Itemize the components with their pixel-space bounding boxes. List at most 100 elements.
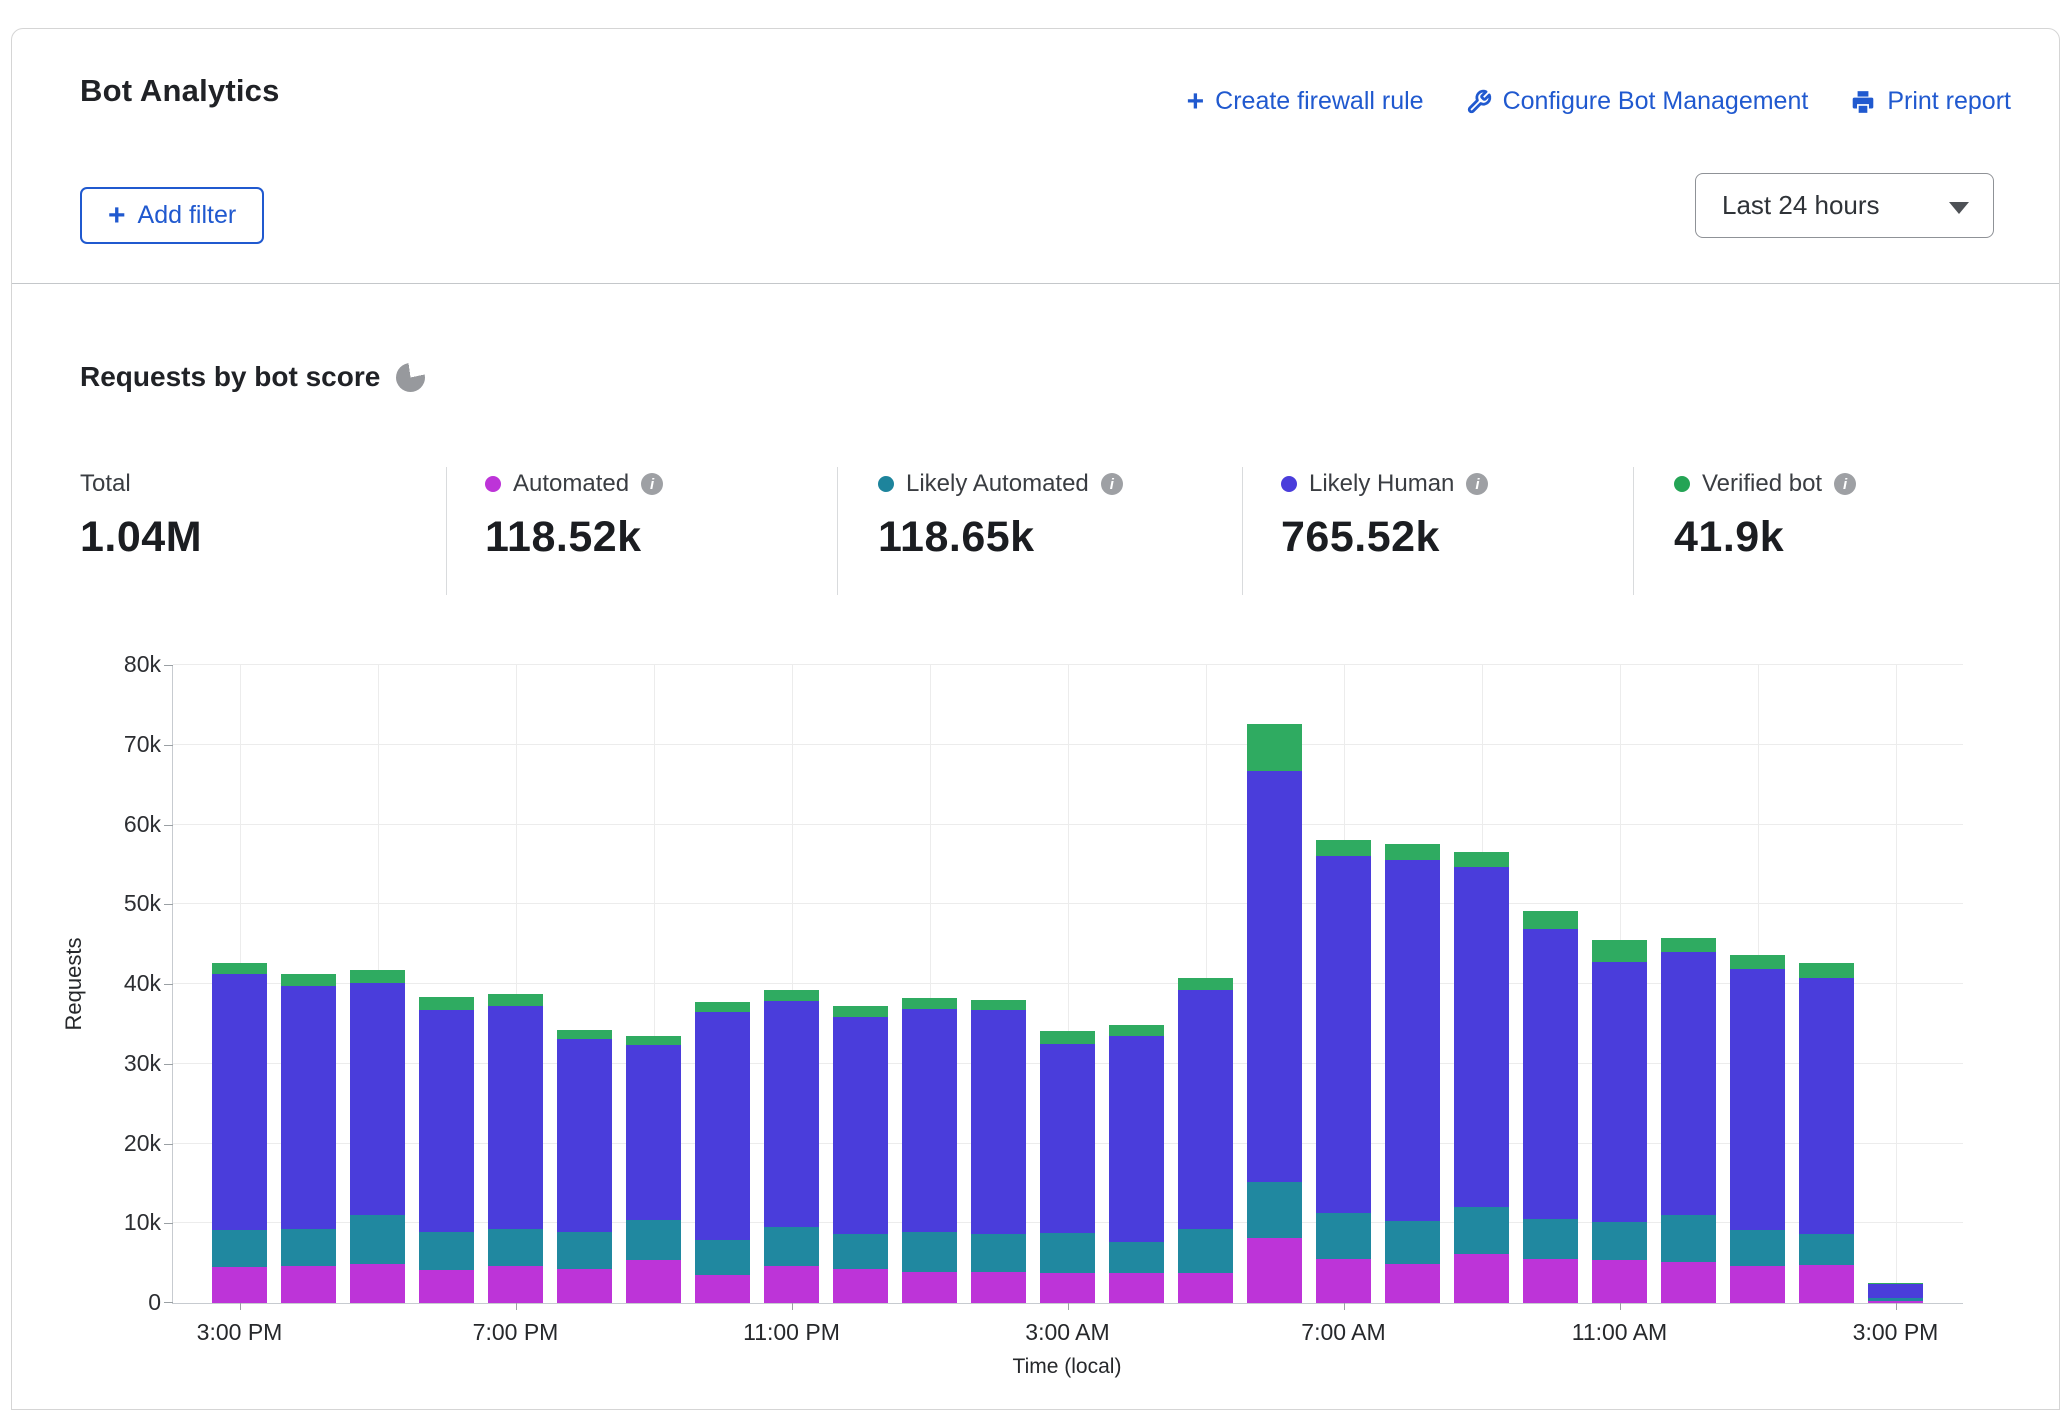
bar-700am[interactable] (1316, 839, 1371, 1303)
x-axis-tick (1343, 1303, 1345, 1310)
bar-1100pm[interactable] (764, 990, 819, 1303)
y-axis-tick (164, 1302, 173, 1303)
segment-automated (1661, 1262, 1716, 1303)
segment-likely-human (419, 1009, 474, 1233)
segment-likely-automated (1661, 1215, 1716, 1263)
bar-300pm[interactable] (1868, 1283, 1923, 1303)
create-firewall-rule-link[interactable]: + Create firewall rule (1186, 84, 1424, 118)
bar-1200am[interactable] (833, 1006, 888, 1303)
segment-verified-bot (419, 996, 474, 1010)
bar-1000pm[interactable] (695, 1002, 750, 1303)
bar-1000am[interactable] (1523, 911, 1578, 1303)
segment-automated (695, 1275, 750, 1303)
gridline (1895, 665, 1897, 1303)
stat-automated: Automated i 118.52k (485, 469, 664, 562)
segment-likely-human (764, 1000, 819, 1228)
bar-500pm[interactable] (350, 969, 405, 1303)
stat-likely-automated-value: 118.65k (878, 513, 1035, 561)
x-axis-tick (1619, 1303, 1621, 1310)
segment-verified-bot (1040, 1031, 1095, 1044)
segment-verified-bot (488, 994, 543, 1006)
wrench-icon (1466, 89, 1492, 115)
gridline (653, 665, 655, 1303)
bar-1100am[interactable] (1592, 940, 1647, 1303)
bot-analytics-card: Bot Analytics + Create firewall rule Con… (11, 28, 2060, 1410)
segment-verified-bot (764, 990, 819, 1001)
segment-likely-human (1592, 962, 1647, 1222)
segment-automated (1385, 1263, 1440, 1303)
time-range-value: Last 24 hours (1722, 190, 1880, 220)
x-axis-label: 3:00 PM (1852, 1319, 1939, 1345)
bar-500am[interactable] (1178, 978, 1233, 1303)
bar-300pm[interactable] (212, 963, 267, 1303)
bar-100pm[interactable] (1730, 954, 1785, 1303)
info-icon[interactable]: i (1100, 473, 1123, 495)
bar-800pm[interactable] (557, 1029, 612, 1303)
bar-300am[interactable] (1040, 1031, 1095, 1303)
print-report-link[interactable]: Print report (1850, 87, 2011, 116)
segment-automated (1247, 1237, 1302, 1303)
stat-divider (1633, 467, 1634, 595)
x-axis-tick (791, 1303, 793, 1310)
bar-400am[interactable] (1109, 1024, 1164, 1303)
plot-area: 0 10k 20k 30k 40k 50k 60k 70k 80k 3:00 PM 7:00 PM 1… (124, 651, 1963, 1345)
segment-automated (971, 1271, 1026, 1303)
gridline (515, 665, 517, 1303)
plus-icon: + (1186, 84, 1205, 118)
x-axis-label: 7:00 PM (472, 1319, 559, 1345)
info-icon[interactable]: i (1834, 473, 1857, 495)
print-report-label: Print report (1887, 87, 2011, 115)
x-axis-tick (515, 1303, 517, 1310)
x-axis-tick (1067, 1303, 1069, 1310)
bar-700pm[interactable] (488, 994, 543, 1303)
x-axis-tick (1895, 1303, 1897, 1310)
segment-likely-human (833, 1016, 888, 1234)
stat-total: Total 1.04M (80, 469, 202, 562)
x-axis-label: 11:00 AM (1571, 1319, 1668, 1345)
section-title-row: Requests by bot score (80, 361, 426, 393)
add-filter-button[interactable]: + Add filter (80, 187, 265, 244)
y-axis-label: 50k (123, 890, 161, 917)
y-axis-label: 70k (123, 730, 161, 757)
bar-400pm[interactable] (281, 973, 336, 1303)
bar-1200pm[interactable] (1661, 937, 1716, 1303)
info-icon[interactable]: i (641, 473, 664, 495)
x-axis-label: 3:00 AM (1025, 1319, 1110, 1345)
bar-800am[interactable] (1385, 843, 1440, 1303)
segment-verified-bot (557, 1029, 612, 1040)
segment-likely-automated (1316, 1212, 1371, 1260)
header-divider (12, 283, 2059, 284)
segment-automated (1868, 1300, 1923, 1303)
y-axis-tick (164, 984, 173, 985)
segment-likely-human (1661, 952, 1716, 1216)
segment-likely-automated (695, 1240, 750, 1276)
y-axis-tick (164, 744, 173, 746)
segment-likely-human (1385, 860, 1440, 1221)
segment-likely-automated (1868, 1298, 1923, 1301)
segment-verified-bot (1523, 911, 1578, 929)
bar-100am[interactable] (902, 998, 957, 1303)
bar-900pm[interactable] (626, 1035, 681, 1303)
bar-900am[interactable] (1454, 851, 1509, 1303)
info-icon[interactable]: i (1466, 473, 1489, 495)
segment-likely-human (1040, 1043, 1095, 1233)
stat-likely-automated: Likely Automated i 118.65k (878, 469, 1123, 562)
y-axis-label: 10k (123, 1209, 161, 1236)
stat-total-label: Total (80, 470, 131, 497)
y-axis-tick (164, 904, 173, 906)
x-axis-label: 3:00 PM (196, 1319, 283, 1345)
bar-200am[interactable] (971, 999, 1026, 1303)
stat-divider (446, 467, 447, 595)
bar-600am[interactable] (1247, 724, 1302, 1303)
segment-likely-human (488, 1005, 543, 1229)
segment-likely-automated (1040, 1232, 1095, 1273)
time-range-dropdown[interactable]: Last 24 hours (1695, 173, 1994, 238)
bar-600pm[interactable] (419, 996, 474, 1303)
bar-200pm[interactable] (1799, 962, 1854, 1303)
add-filter-label: Add filter (137, 201, 237, 229)
stat-total-value: 1.04M (80, 513, 203, 561)
segment-likely-human (212, 974, 267, 1230)
configure-bot-management-label: Configure Bot Management (1502, 87, 1809, 115)
configure-bot-management-link[interactable]: Configure Bot Management (1466, 87, 1809, 116)
segment-verified-bot (350, 969, 405, 984)
